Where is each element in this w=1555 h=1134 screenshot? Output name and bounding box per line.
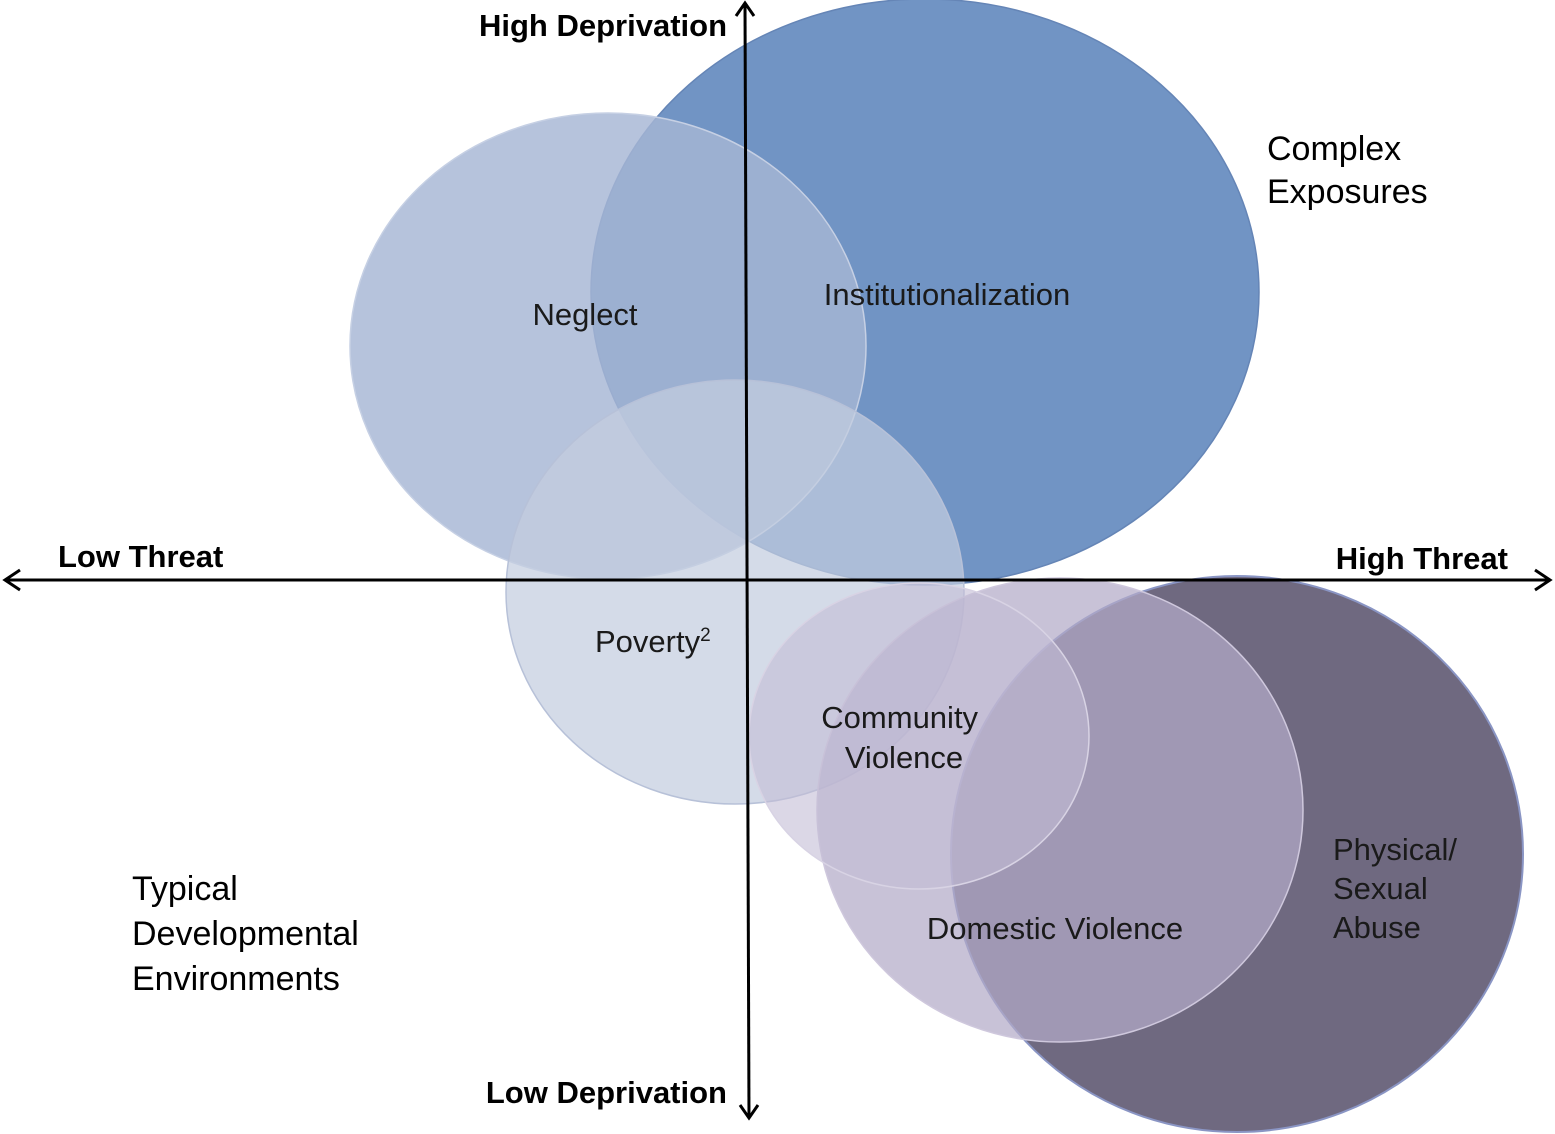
complex-exposures-label: Complex Exposures: [1267, 130, 1428, 211]
typical-developmental-environments-label: Typical Developmental Environments: [132, 870, 368, 998]
community-violence-label: Community Violence: [821, 700, 986, 775]
horizontal-axis: [2, 568, 1553, 592]
institutionalization-label: Institutionalization: [824, 277, 1070, 312]
x-axis-right-label: High Threat: [1336, 541, 1508, 576]
poverty-label-text: Poverty: [595, 624, 701, 659]
poverty-superscript: 2: [700, 625, 711, 646]
y-axis-bottom-label: Low Deprivation: [486, 1075, 727, 1110]
vertical-axis: [734, 0, 760, 1121]
y-axis-top-label: High Deprivation: [479, 8, 727, 43]
domestic-violence-label: Domestic Violence: [927, 911, 1183, 946]
x-axis-left-label: Low Threat: [58, 539, 223, 574]
poverty-label: Poverty2: [595, 624, 711, 659]
physical-sexual-abuse-label: Physical/ Sexual Abuse: [1333, 832, 1466, 945]
community-violence-region: [748, 582, 1090, 890]
neglect-label: Neglect: [532, 297, 637, 332]
